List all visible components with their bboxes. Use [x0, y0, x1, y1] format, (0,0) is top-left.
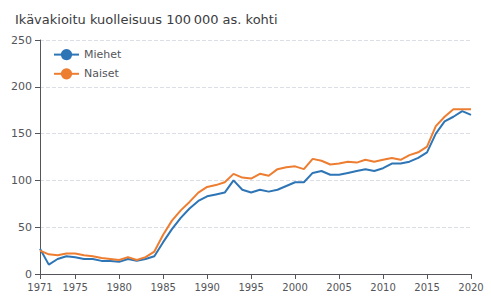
svg-text:2020: 2020	[458, 282, 483, 293]
svg-text:Naiset: Naiset	[84, 67, 120, 80]
svg-text:1971: 1971	[27, 282, 52, 293]
svg-text:1975: 1975	[62, 282, 87, 293]
svg-text:50: 50	[18, 221, 32, 234]
svg-text:2000: 2000	[282, 282, 307, 293]
svg-text:Miehet: Miehet	[84, 48, 122, 61]
svg-text:2010: 2010	[370, 282, 395, 293]
svg-text:250: 250	[11, 34, 32, 47]
svg-text:100: 100	[11, 174, 32, 187]
svg-text:1995: 1995	[238, 282, 263, 293]
svg-text:1985: 1985	[150, 282, 175, 293]
svg-text:200: 200	[11, 80, 32, 93]
svg-text:2005: 2005	[326, 282, 351, 293]
svg-text:Ikävakioitu kuolleisuus 100 00: Ikävakioitu kuolleisuus 100 000 as. koht…	[15, 12, 278, 27]
svg-text:0: 0	[25, 268, 32, 281]
svg-text:1990: 1990	[194, 282, 219, 293]
svg-text:2015: 2015	[414, 282, 439, 293]
svg-text:150: 150	[11, 127, 32, 140]
svg-text:1980: 1980	[106, 282, 131, 293]
